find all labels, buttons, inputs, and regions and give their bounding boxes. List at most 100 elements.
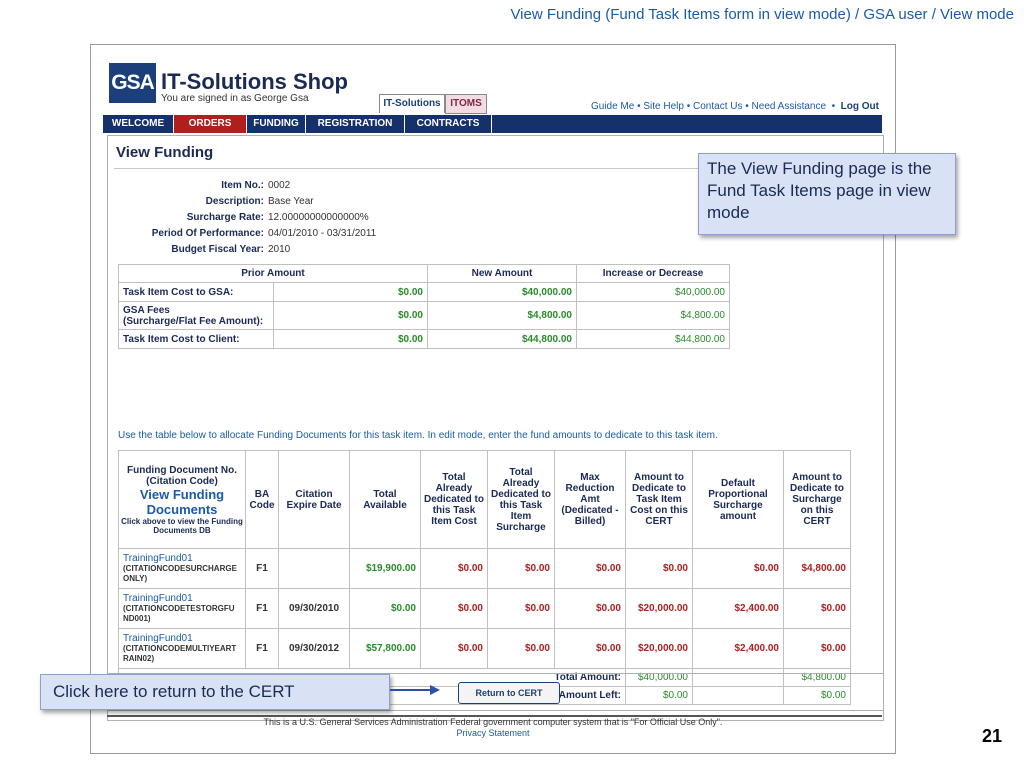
nav-registration[interactable]: REGISTRATION (317, 118, 393, 129)
summary-table: Prior Amount New Amount Increase or Decr… (118, 264, 730, 349)
amount-dedicate-surcharge: $0.00 (783, 588, 851, 629)
max-reduction: $0.00 (554, 588, 626, 629)
header-max-reduction: Max Reduction Amt (Dedicated - Billed) (554, 450, 626, 549)
arrow-icon (390, 685, 440, 695)
footer-notice: This is a U.S. General Services Administ… (263, 717, 723, 727)
fund-name-link[interactable]: TrainingFund01 (123, 633, 193, 644)
diff-value: $4,800.00 (576, 301, 730, 330)
item-no-label: Item No.: (221, 180, 264, 191)
item-values: 0002 Base Year 12.00000000000000% 04/01/… (268, 178, 376, 258)
description-label: Description: (205, 196, 264, 207)
ba-code: F1 (245, 628, 279, 669)
guide-me-link[interactable]: Guide Me (590, 101, 635, 112)
contact-us-link[interactable]: Contact Us (693, 101, 743, 112)
citation-code: (CITATIONCODESURCHARGE ONLY) (123, 564, 237, 583)
site-help-link[interactable]: Site Help (643, 101, 684, 112)
page-number: 21 (981, 726, 1002, 746)
callout-return: Click here to return to the CERT (40, 674, 390, 710)
total-available: $19,900.00 (349, 548, 421, 589)
row-label: GSA Fees (Surcharge/Flat Fee Amount): (118, 301, 274, 330)
period-value: 04/01/2010 - 03/31/2011 (268, 228, 377, 239)
left-cost: $0.00 (625, 686, 693, 705)
expire-date (278, 548, 350, 589)
dedicated-surcharge: $0.00 (487, 548, 555, 589)
table-row: Task Item Cost to Client: $0.00 $44,800.… (118, 329, 730, 349)
row-label: Task Item Cost to Client: (118, 329, 274, 349)
table-row: Task Item Cost to GSA: $0.00 $40,000.00 … (118, 282, 730, 302)
nav-welcome[interactable]: WELCOME (111, 118, 165, 129)
prior-value: $0.00 (272, 329, 428, 349)
tab-itoms[interactable]: ITOMS (445, 94, 487, 114)
fund-name-link[interactable]: TrainingFund01 (123, 593, 193, 604)
need-assistance-link[interactable]: Need Assistance (751, 101, 827, 112)
total-available: $0.00 (349, 588, 421, 629)
table-row: TrainingFund01 (CITATIONCODEMULTIYEART R… (118, 628, 851, 669)
fund-cell: TrainingFund01 (CITATIONCODEMULTIYEART R… (118, 628, 246, 669)
default-surcharge: $2,400.00 (692, 628, 784, 669)
header-default-surcharge: Default Proportional Surcharge amount (692, 450, 784, 549)
app-title: IT-Solutions Shop (161, 69, 348, 94)
header-total-available: Total Available (349, 450, 421, 549)
browser-page: GSA IT-Solutions Shop You are signed in … (90, 44, 896, 754)
nav-contracts[interactable]: CONTRACTS (416, 118, 480, 129)
header-dedicated-cost: Total Already Dedicated to this Task Ite… (420, 450, 488, 549)
amount-dedicate-surcharge: $0.00 (783, 628, 851, 669)
surcharge-rate-value: 12.00000000000000% (268, 212, 369, 223)
header-dedicated-surcharge: Total Already Dedicated to this Task Ite… (487, 450, 555, 549)
row-label: Task Item Cost to GSA: (118, 282, 274, 302)
table-row: TrainingFund01 (CITATIONCODESURCHARGE ON… (118, 548, 851, 589)
period-label: Period Of Performance: (151, 228, 264, 239)
new-value: $4,800.00 (427, 301, 577, 330)
dedicated-cost: $0.00 (420, 588, 488, 629)
max-reduction: $0.00 (554, 548, 626, 589)
fiscal-year-value: 2010 (268, 244, 291, 255)
nav-funding[interactable]: FUNDING (253, 118, 299, 129)
footer: This is a U.S. General Services Administ… (91, 717, 895, 739)
default-surcharge: $2,400.00 (692, 588, 784, 629)
privacy-statement-link[interactable]: Privacy Statement (456, 728, 530, 738)
footer-divider (107, 715, 882, 717)
log-out-link[interactable]: Log Out (840, 101, 879, 112)
nav-orders[interactable]: ORDERS (174, 115, 246, 133)
return-to-cert-button[interactable]: Return to CERT (458, 682, 560, 704)
fund-name-link[interactable]: TrainingFund01 (123, 553, 193, 564)
ba-code: F1 (245, 548, 279, 589)
header-ba-code: BA Code (245, 450, 279, 549)
view-hint: Click above to view the Funding Document… (121, 516, 243, 535)
header-citation-expire: Citation Expire Date (278, 450, 350, 549)
amount-dedicate-cost: $20,000.00 (625, 628, 693, 669)
diff-value: $44,800.00 (576, 329, 730, 349)
surcharge-rate-label: Surcharge Rate: (186, 212, 264, 223)
header-new-amount: New Amount (427, 264, 577, 283)
main-nav: WELCOME ORDERS FUNDING REGISTRATION CONT… (103, 115, 882, 133)
amount-dedicate-surcharge: $4,800.00 (783, 548, 851, 589)
header-dedicate-cost: Amount to Dedicate to Task Item Cost on … (625, 450, 693, 549)
header-prior-amount: Prior Amount (118, 264, 428, 283)
item-no-value: 0002 (268, 180, 291, 191)
row-label-line2: (Surcharge/Flat Fee Amount): (123, 315, 264, 327)
table-row: GSA Fees (Surcharge/Flat Fee Amount): $0… (118, 301, 730, 330)
citation-code: (CITATIONCODEMULTIYEART RAIN02) (123, 644, 237, 663)
fiscal-year-label: Budget Fiscal Year: (171, 244, 264, 255)
signed-in-user: George Gsa (254, 93, 309, 104)
header-increase: Increase or Decrease (576, 264, 730, 283)
expire-date: 09/30/2012 (278, 628, 350, 669)
amount-dedicate-cost: $20,000.00 (625, 588, 693, 629)
default-surcharge: $0.00 (692, 548, 784, 589)
utility-links: Guide Me • Site Help • Contact Us • Need… (590, 101, 879, 112)
new-value: $40,000.00 (427, 282, 577, 302)
left-surcharge: $0.00 (783, 686, 851, 705)
prior-value: $0.00 (272, 282, 428, 302)
callout-view-mode: The View Funding page is the Fund Task I… (698, 153, 956, 235)
table-row: TrainingFund01 (CITATIONCODETESTORGFU ND… (118, 588, 851, 629)
dedicated-cost: $0.00 (420, 628, 488, 669)
fund-cell: TrainingFund01 (CITATIONCODETESTORGFU ND… (118, 588, 246, 629)
diff-value: $40,000.00 (576, 282, 730, 302)
gsa-logo: GSA (109, 63, 156, 103)
view-funding-documents-link[interactable]: View Funding Documents (139, 486, 225, 517)
tab-it-solutions[interactable]: IT-Solutions (379, 94, 445, 113)
new-value: $44,800.00 (427, 329, 577, 349)
row-label-line1: GSA Fees (123, 304, 170, 316)
dedicated-cost: $0.00 (420, 548, 488, 589)
prior-value: $0.00 (272, 301, 428, 330)
